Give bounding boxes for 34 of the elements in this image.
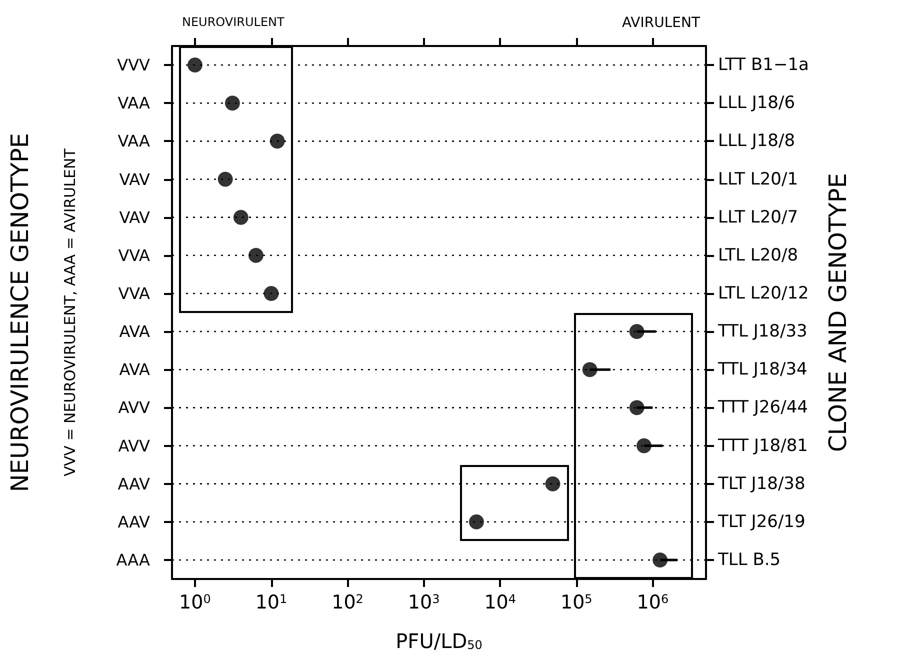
y-tick-label: AVA <box>119 322 150 342</box>
y2-tick-label: LLT L20/7 <box>718 207 798 228</box>
y2-tick-label: LLT L20/1 <box>718 169 798 190</box>
y-tick-label: AVV <box>118 436 150 456</box>
y-tick-label: VAA <box>118 132 150 151</box>
y-tick-label: VAV <box>119 208 150 227</box>
y-tick-label: AVA <box>119 360 150 380</box>
text: VVV = NEUROVIRULENT, AAA = AVIRULENT <box>61 148 79 476</box>
y2-tick-label: TTT J18/81 <box>717 436 808 456</box>
y2-tick-label: LTT B1−1a <box>718 55 809 76</box>
y-tick-label: AAV <box>118 474 150 494</box>
y-tick-label: AAA <box>116 550 150 570</box>
y-tick-label: VVA <box>118 246 150 265</box>
y2-tick-label: TLT J18/38 <box>717 474 806 494</box>
y-tick-label: VAV <box>119 170 150 189</box>
y2-tick-label: LLL J18/8 <box>718 131 796 152</box>
y2-tick-label: LTL L20/8 <box>718 245 798 266</box>
y-tick-label: VAA <box>118 94 150 113</box>
x-axis-title: PFU/LD50 <box>396 629 482 653</box>
text: AVIRULENT <box>622 15 700 31</box>
y2-tick-label: LLL J18/6 <box>718 93 796 114</box>
y2-tick-label: TTT J26/44 <box>717 398 808 418</box>
y2-tick-label: TTL J18/33 <box>717 322 808 342</box>
y-tick-label: VVV <box>117 56 150 75</box>
y2-tick-label: LTL L20/12 <box>718 283 809 304</box>
text: NEUROVIRULENT <box>182 15 286 29</box>
y2-tick-label: TLT J26/19 <box>717 512 806 532</box>
y-axis-title: NEUROVIRULENCE GENOTYPE <box>6 132 34 492</box>
y-tick-label: AVV <box>118 398 150 418</box>
y2-axis-title: CLONE AND GENOTYPE <box>824 173 852 452</box>
y-tick-label: AAV <box>118 512 150 532</box>
y2-tick-label: TTL J18/34 <box>717 360 808 380</box>
y2-tick-label: TLL B.5 <box>717 550 781 570</box>
y-tick-label: VVA <box>118 284 150 303</box>
